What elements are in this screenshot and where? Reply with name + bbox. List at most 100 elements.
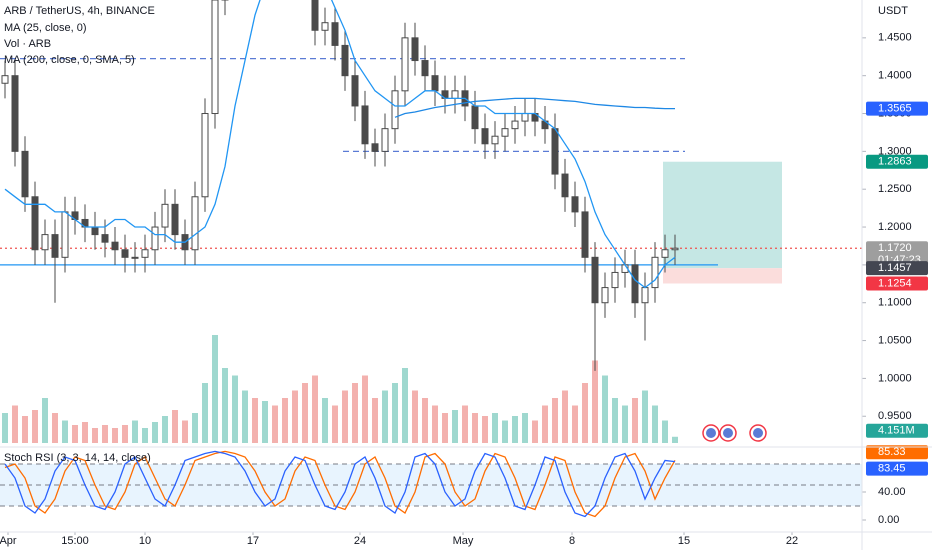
y-tick-label: 0.00 [878,514,899,526]
y-tick-label: 1.4000 [878,70,912,82]
price-pane [0,0,862,443]
legend-entry: MA (25, close, 0) [4,22,87,34]
candle-body [401,37,409,92]
y-tick-label: 1.3000 [878,145,912,157]
candle-body [161,203,169,228]
volume-bar [142,428,148,443]
candle-body [501,128,509,137]
volume-bar [12,405,18,443]
volume-bar [312,375,318,443]
volume-bar [602,375,608,443]
volume-bar [92,428,98,443]
candle-body [361,105,369,145]
candle-body [171,203,179,236]
chart-title: ARB / TetherUS, 4h, BINANCE [4,5,155,17]
candle-body [131,256,139,259]
volume-bar [532,420,538,443]
volume-bar [272,405,278,443]
volume-bar [292,390,298,443]
candle-body [61,211,69,258]
price-badge-label: 1.3565 [878,103,912,115]
volume-bar [542,405,548,443]
volume-bar [342,390,348,443]
y-tick-label: 1.2500 [878,183,912,195]
volume-bar [2,413,8,443]
volume-bar [192,413,198,443]
y-tick-label: 1.4500 [878,32,912,44]
price-badge [866,445,928,460]
volume-bar [452,410,458,443]
volume-bar [582,383,588,443]
x-tick-label: 8 [569,535,575,547]
volume-bar [252,398,258,443]
volume-bar [492,413,498,443]
volume-bar [162,416,168,443]
volume-bar [472,413,478,443]
candle-body [91,226,99,236]
volume-bar [72,425,78,443]
price-badge [866,241,928,268]
candle-body [321,22,329,31]
volume-bar [642,390,648,443]
candle-body [201,113,209,198]
volume-bar [352,383,358,443]
candle-body [601,287,609,304]
candle-body [641,287,649,304]
candle-body [491,135,499,145]
price-badge-label: 1.1720 [878,242,912,254]
volume-bar [42,398,48,443]
volume-bar [442,413,448,443]
volume-bar [122,425,128,443]
price-badge [866,461,928,476]
volume-bar [82,422,88,443]
candle-body [471,105,479,130]
volume-bar [132,420,138,443]
candle-body [611,271,619,289]
volume-bar [302,383,308,443]
price-badge [866,154,928,169]
volume-bar [632,398,638,443]
volume-bar [432,405,438,443]
candle-body [41,234,49,251]
legend-entry: MA (200, close, 0, SMA, 5) [4,54,135,66]
y-tick-label: 1.1000 [878,297,912,309]
volume-bar [502,420,508,443]
volume-bar [32,410,38,443]
price-badge-label: 1.1457 [878,262,912,274]
candle-body [631,264,639,304]
volume-bar [572,405,578,443]
candle-body [411,37,419,62]
y-tick-label: 0.9500 [878,410,912,422]
stoch-band [0,464,862,506]
candle-body [211,0,219,115]
volume-bar [112,428,118,443]
y-tick-label: 1.0000 [878,372,912,384]
moving-average-line [4,0,676,289]
volume-bar [552,398,558,443]
volume-bar [592,360,598,443]
volume-bar [102,425,108,443]
volume-bar [322,398,328,443]
y-tick-label: 1.0500 [878,334,912,346]
y-tick-label: 1.2000 [878,221,912,233]
price-badge-label: 4.151M [878,425,915,437]
volume-bar [562,390,568,443]
volume-bar [382,390,388,443]
candle-body [671,247,679,251]
volume-bar [362,375,368,443]
stoch-line [4,450,676,518]
moving-average-line [394,97,675,118]
candle-body [191,196,199,251]
volume-bar [482,416,488,443]
x-tick-label: 15:00 [61,535,89,547]
currency-label: USDT [878,5,908,17]
candle-body [31,196,39,251]
event-flags [702,424,767,442]
candle-body [421,60,429,77]
candle-body [591,256,599,304]
candle-body [381,128,389,152]
candle-body [101,234,109,243]
volume-bar [182,420,188,443]
candle-body [391,90,399,130]
